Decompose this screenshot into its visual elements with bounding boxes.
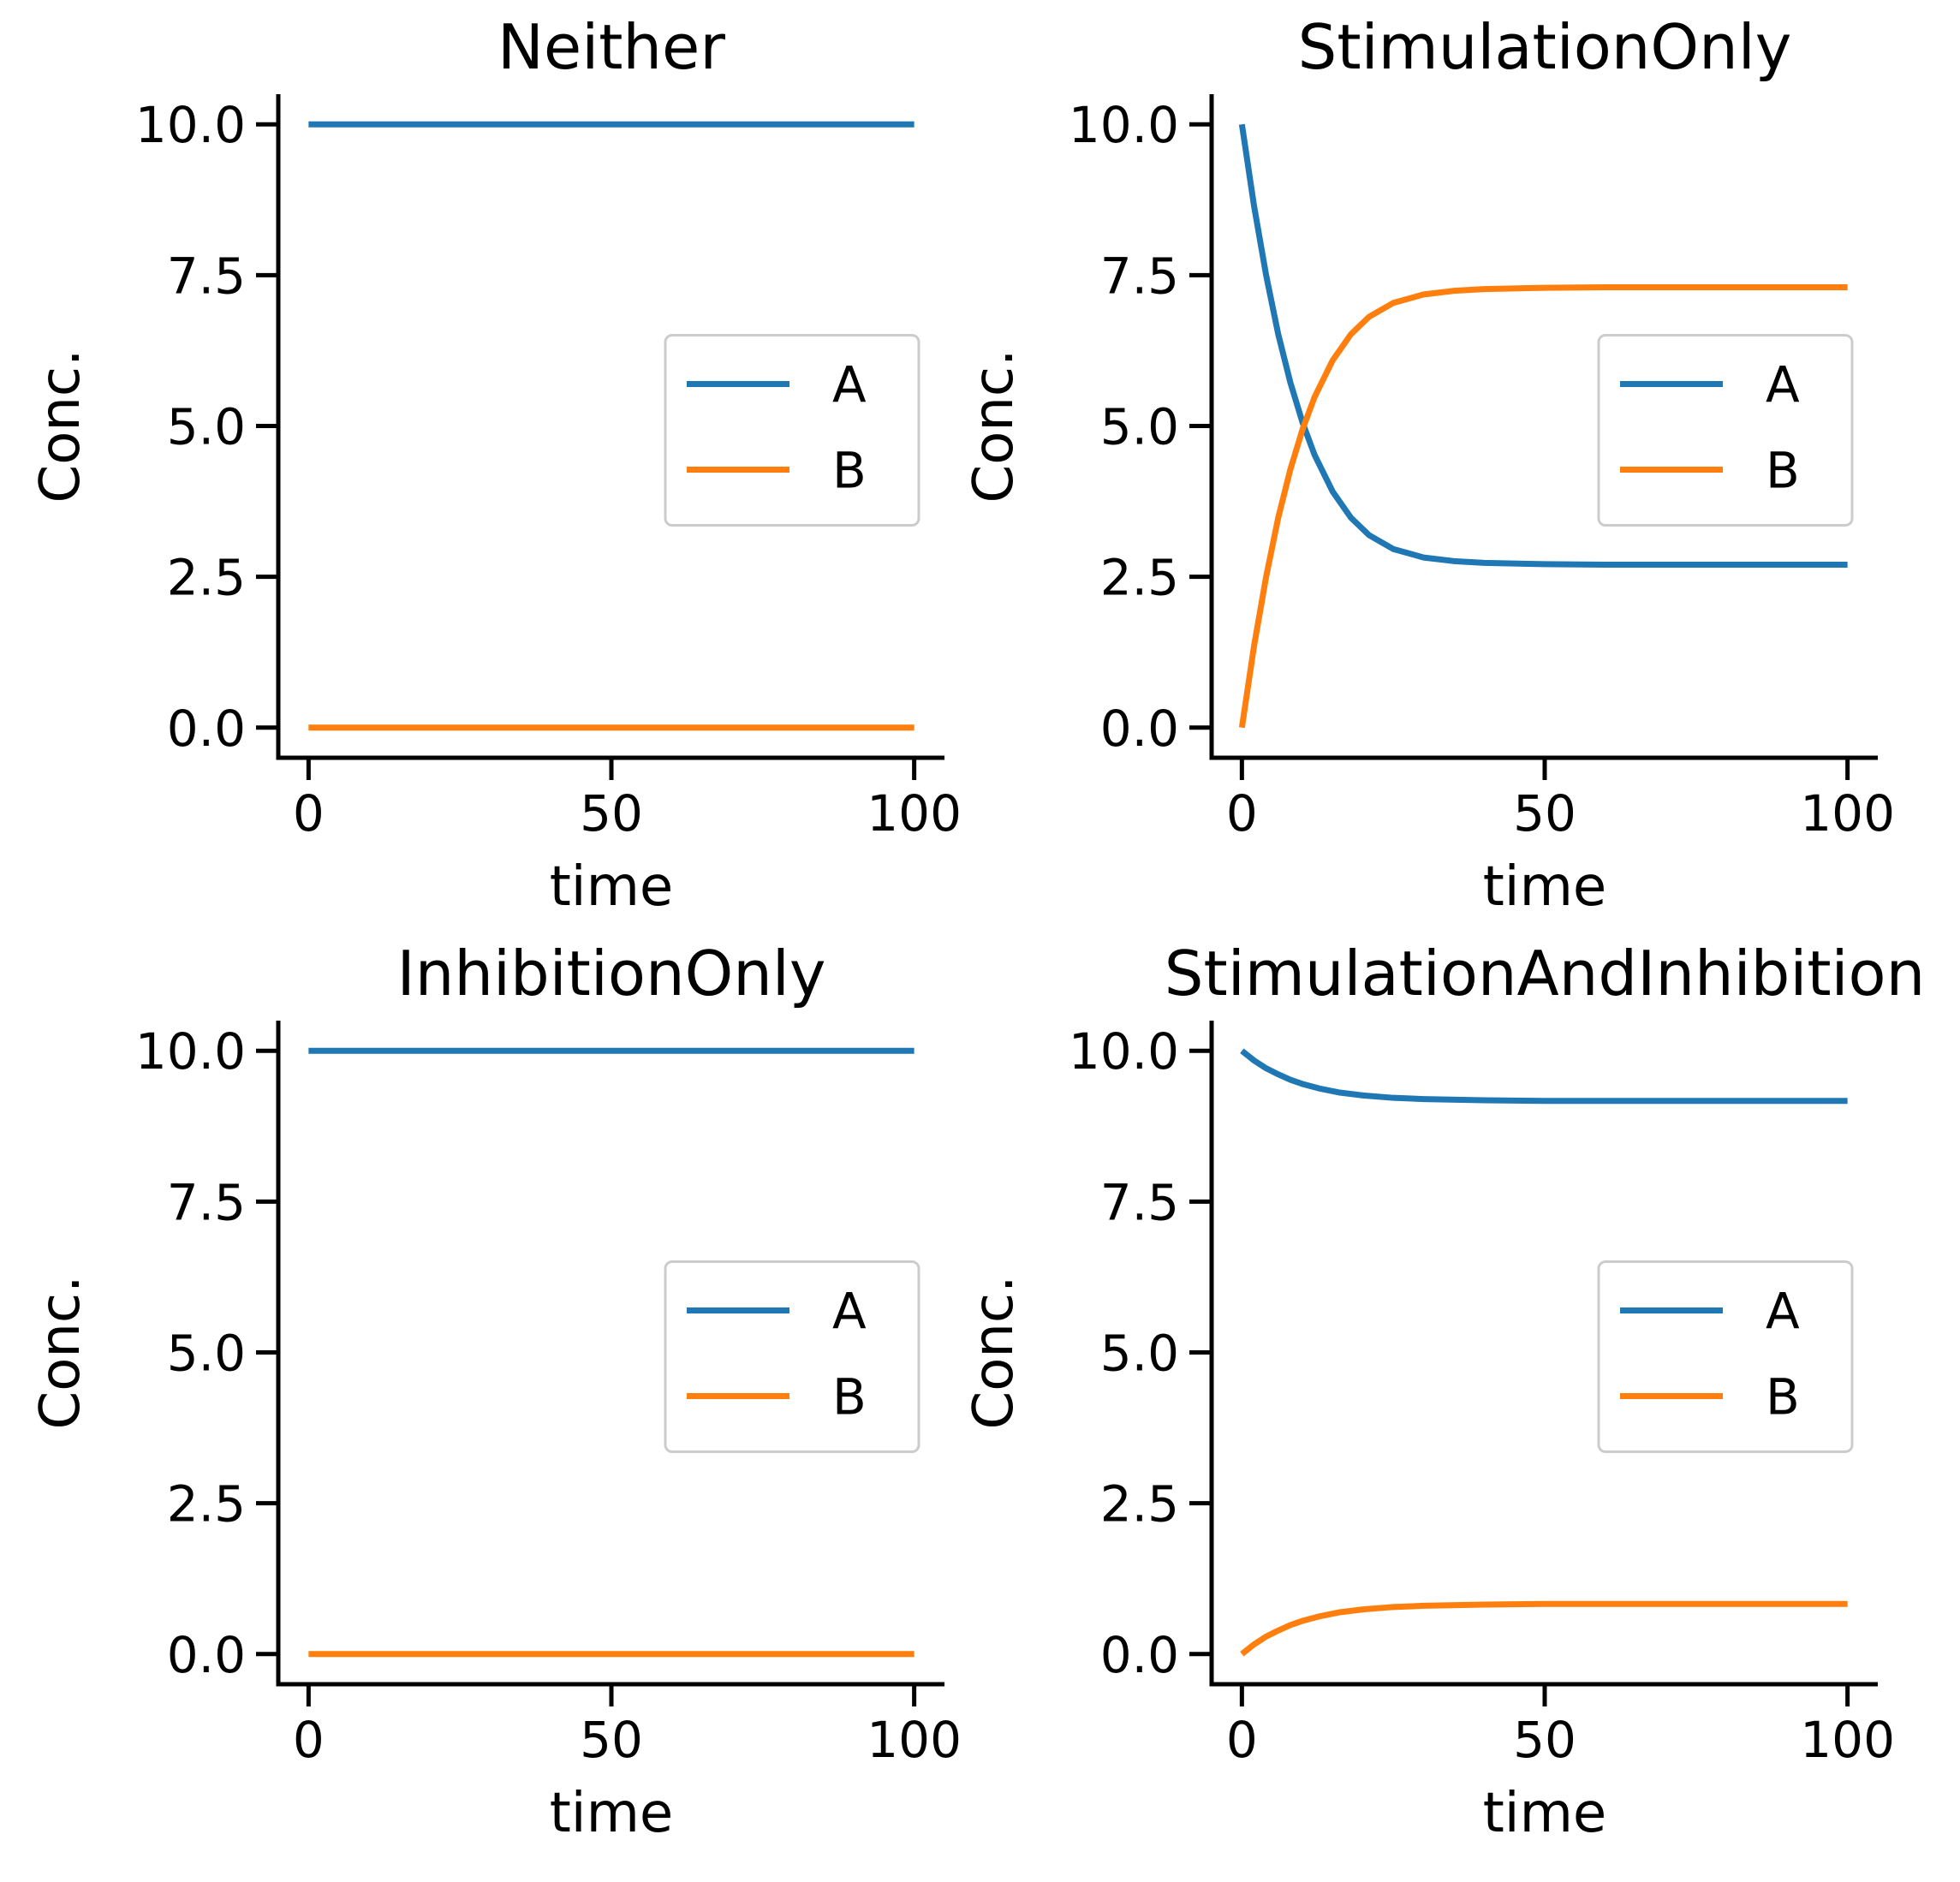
legend: AB <box>664 334 920 527</box>
series-group <box>308 1047 914 1658</box>
x-tick-label: 100 <box>1800 1711 1895 1769</box>
y-tick-label: 2.5 <box>167 549 246 607</box>
series-group <box>308 121 914 731</box>
series-group <box>1240 1048 1848 1657</box>
chart-title: StimulationAndInhibition <box>1165 938 1925 1009</box>
x-axis-label: time <box>1483 1782 1607 1845</box>
y-tick-label: 2.5 <box>1100 1475 1179 1534</box>
legend-label-B: B <box>832 1368 867 1426</box>
legend: AB <box>1597 334 1854 527</box>
x-axis-label: time <box>550 1782 674 1845</box>
legend: AB <box>664 1260 920 1453</box>
y-tick-label: 7.5 <box>1100 1173 1179 1231</box>
y-tick-label: 2.5 <box>167 1475 246 1534</box>
legend-label-B: B <box>1766 442 1800 500</box>
y-axis-label: Conc. <box>962 349 1026 503</box>
chart-panel-2: StimulationOnly 0.0 2.5 5.0 7.5 10.0 0 50 100 tim… <box>962 11 1895 919</box>
legend: AB <box>1597 1260 1854 1453</box>
y-tick-label: 10.0 <box>1069 1022 1179 1081</box>
series-line-A <box>1240 1048 1848 1105</box>
series-group <box>1238 123 1848 729</box>
y-tick-label: 0.0 <box>167 700 246 758</box>
y-tick-label: 2.5 <box>1100 549 1179 607</box>
y-axis-label: Conc. <box>29 1276 92 1430</box>
y-tick-label: 5.0 <box>167 1325 246 1383</box>
legend-frame <box>664 334 920 527</box>
legend-label-B: B <box>832 442 867 500</box>
legend-frame <box>664 1260 920 1453</box>
legend-label-B: B <box>1766 1368 1800 1426</box>
x-axis-label: time <box>550 855 674 919</box>
legend-label-A: A <box>832 356 867 414</box>
y-tick-label: 10.0 <box>135 96 246 154</box>
chart-title: InhibitionOnly <box>396 938 825 1009</box>
legend-label-A: A <box>1766 356 1800 414</box>
x-tick-label: 0 <box>293 784 325 843</box>
x-tick-label: 100 <box>867 1711 962 1769</box>
legend-label-A: A <box>1766 1283 1800 1341</box>
x-tick-label: 50 <box>1513 784 1576 843</box>
x-tick-label: 0 <box>293 1711 325 1769</box>
y-tick-label: 5.0 <box>1100 398 1179 456</box>
x-tick-label: 50 <box>1513 1711 1576 1769</box>
chart-title: StimulationOnly <box>1298 11 1792 83</box>
x-tick-label: 100 <box>867 784 962 843</box>
series-line-B <box>1238 283 1848 729</box>
y-tick-label: 5.0 <box>1100 1325 1179 1383</box>
x-tick-label: 50 <box>580 1711 643 1769</box>
legend-frame <box>1597 1260 1854 1453</box>
y-tick-label: 7.5 <box>1100 247 1179 305</box>
y-axis-label: Conc. <box>29 349 92 503</box>
y-tick-label: 10.0 <box>135 1022 246 1081</box>
chart-panel-4: StimulationAndInhibition 0.0 2.5 5.0 7.5 10.0… <box>962 938 1925 1845</box>
x-tick-label: 50 <box>580 784 643 843</box>
x-tick-label: 0 <box>1226 784 1258 843</box>
legend-label-A: A <box>832 1283 867 1341</box>
y-axis-label: Conc. <box>962 1276 1026 1430</box>
y-tick-label: 0.0 <box>1100 1626 1179 1684</box>
series-line-B <box>1240 1600 1848 1657</box>
chart-panel-1: Neither 0.0 2.5 5.0 7.5 10.0 0 50 100 time Conc. AB <box>29 11 962 919</box>
y-tick-label: 10.0 <box>1069 96 1179 154</box>
legend-frame <box>1597 334 1854 527</box>
chart-title: Neither <box>497 11 725 83</box>
x-axis-label: time <box>1483 855 1607 919</box>
chart-panel-3: InhibitionOnly 0.0 2.5 5.0 7.5 10.0 0 50 100 time… <box>29 938 962 1845</box>
x-tick-label: 100 <box>1800 784 1895 843</box>
y-tick-label: 7.5 <box>167 247 246 305</box>
y-tick-label: 5.0 <box>167 398 246 456</box>
y-tick-label: 0.0 <box>1100 700 1179 758</box>
x-tick-label: 0 <box>1226 1711 1258 1769</box>
y-tick-label: 7.5 <box>167 1173 246 1231</box>
y-tick-label: 0.0 <box>167 1626 246 1684</box>
series-line-A <box>1238 123 1848 569</box>
